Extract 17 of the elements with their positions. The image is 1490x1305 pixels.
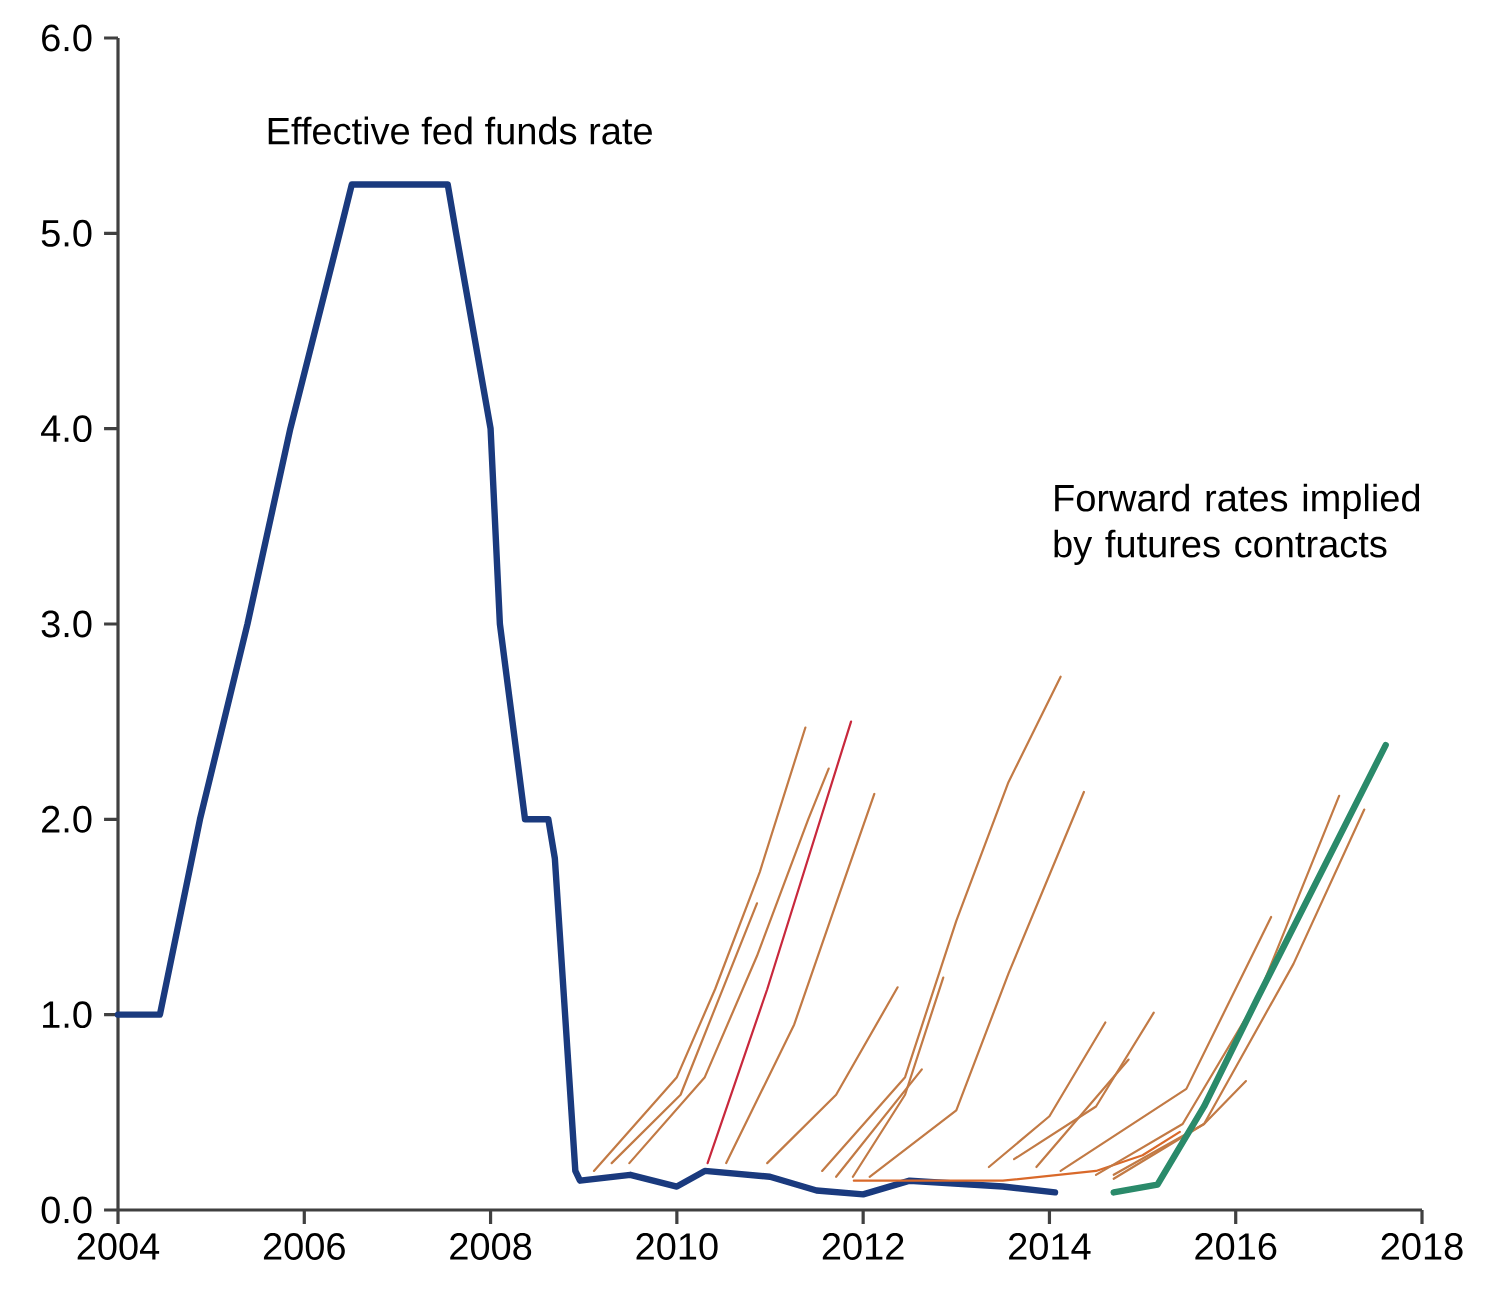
x-tick-label: 2018 <box>1381 1233 1463 1260</box>
y-tick-label: 6.0 <box>42 24 92 52</box>
x-tick-label: 2008 <box>450 1233 532 1260</box>
x-tick-label: 2014 <box>1009 1233 1091 1260</box>
x-tick-label: 2010 <box>636 1233 718 1260</box>
x-tick-label: 2012 <box>822 1233 904 1260</box>
y-tick-label: 1.0 <box>43 1001 92 1029</box>
annotation: Effective fed funds rate <box>268 116 652 145</box>
y-tick-label: 4.0 <box>41 415 92 443</box>
y-tick-label: 2.0 <box>42 805 92 833</box>
x-tick-label: 2016 <box>1195 1233 1277 1260</box>
annotation: Forward rates implied by futures contracts <box>1054 483 1420 566</box>
y-tick-label: 0.0 <box>41 1196 92 1224</box>
x-tick-label: 2004 <box>77 1233 160 1260</box>
y-tick-label: 5.0 <box>41 219 92 247</box>
y-tick-label: 3.0 <box>41 610 92 638</box>
x-tick-label: 2006 <box>263 1233 345 1260</box>
